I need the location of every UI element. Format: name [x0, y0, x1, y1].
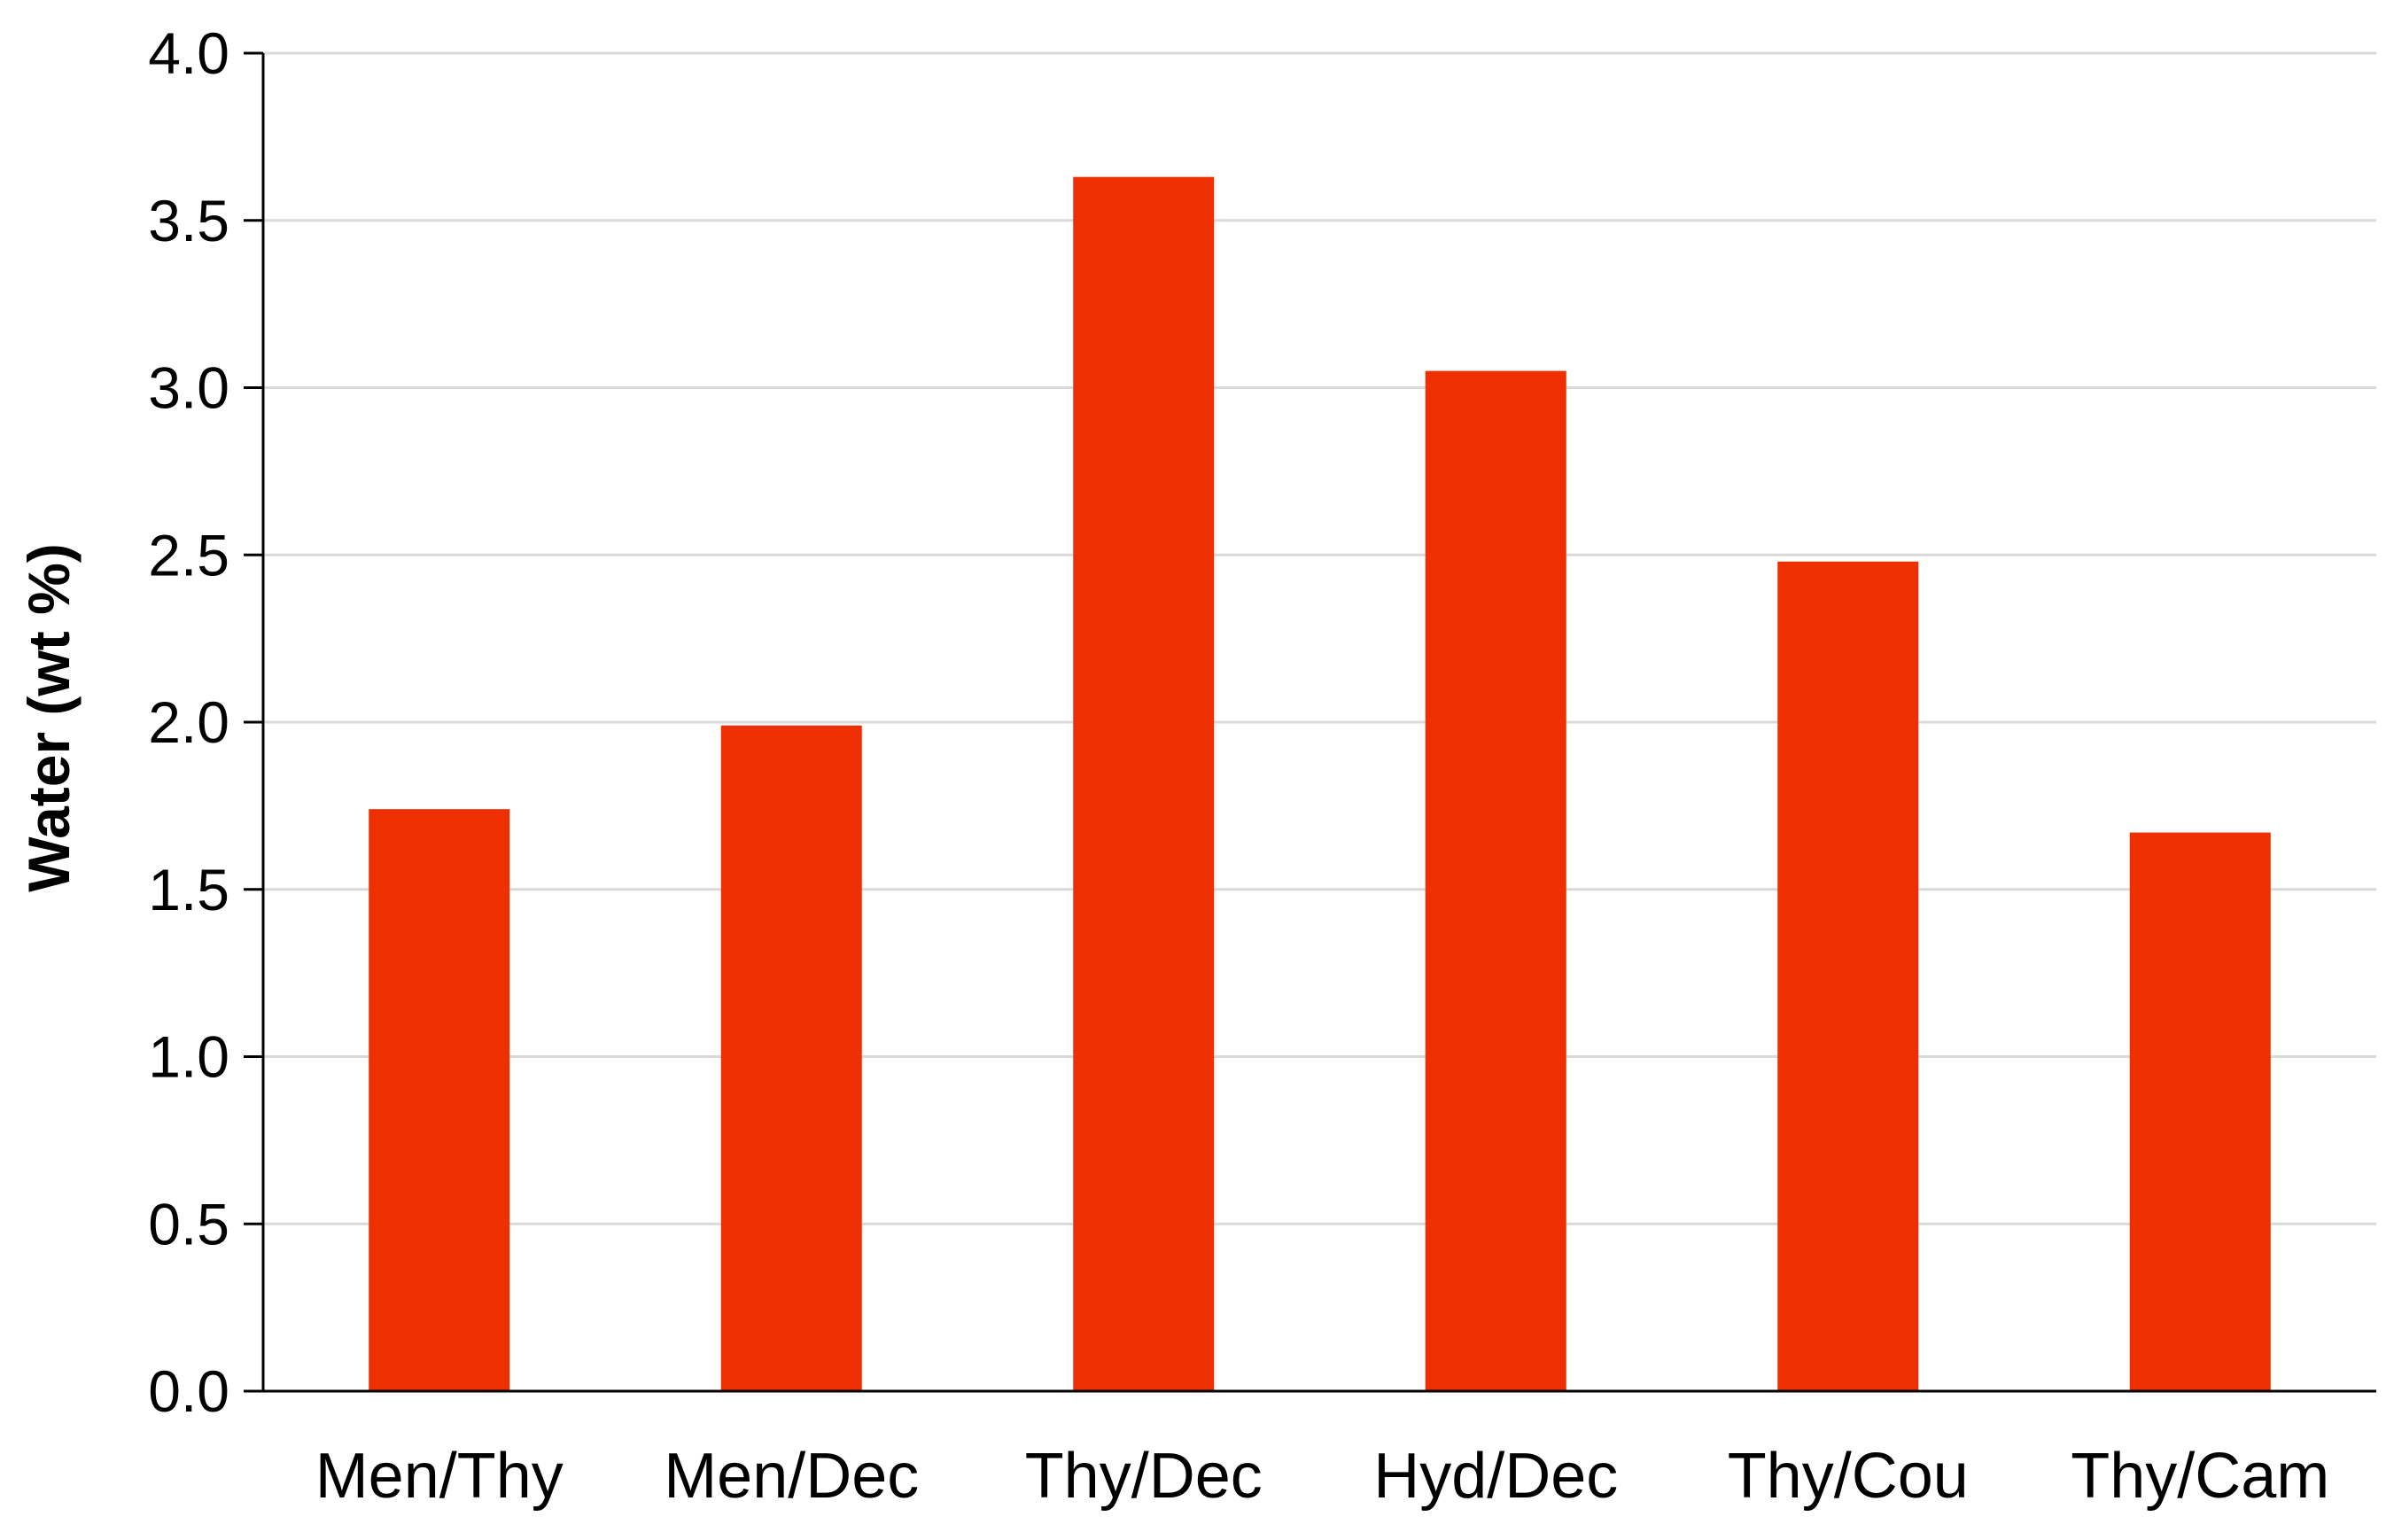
y-tick-label: 3.5	[148, 188, 229, 253]
x-category-label: Thy/Cou	[1728, 1441, 1969, 1512]
x-category-label: Thy/Cam	[2071, 1441, 2329, 1512]
bar-men-thy	[369, 809, 510, 1391]
y-tick-label: 3.0	[148, 355, 229, 421]
y-tick-labels: 0.0 0.5 1.0 1.5 2.0 2.5 3.0 3.5 4.0	[148, 20, 229, 1424]
bar-thy-dec	[1073, 176, 1215, 1391]
bar-hyd-dec	[1425, 370, 1566, 1391]
gridlines	[263, 51, 2376, 1225]
y-tick-label: 1.0	[148, 1024, 229, 1090]
y-tick-label: 1.5	[148, 857, 229, 922]
x-category-label: Thy/Dec	[1025, 1441, 1263, 1512]
bar-thy-cam	[2129, 832, 2271, 1391]
bar-men-dec	[720, 725, 862, 1391]
x-category-label: Hyd/Dec	[1373, 1441, 1618, 1512]
axes	[244, 51, 2376, 1393]
bar-thy-cou	[1777, 561, 1919, 1391]
x-category-labels: Men/Thy Men/Dec Thy/Dec Hyd/Dec Thy/Cou Thy/C…	[315, 1441, 2330, 1512]
y-axis-title: Water (wt %)	[16, 543, 82, 892]
y-tick-label: 0.5	[148, 1191, 229, 1256]
y-tick-label: 2.0	[148, 689, 229, 755]
y-tick-label: 2.5	[148, 522, 229, 587]
bars	[369, 176, 2271, 1391]
x-category-label: Men/Dec	[664, 1441, 919, 1512]
x-category-label: Men/Thy	[315, 1441, 564, 1512]
y-tick-label: 4.0	[148, 20, 229, 86]
y-tick-label: 0.0	[148, 1358, 229, 1424]
